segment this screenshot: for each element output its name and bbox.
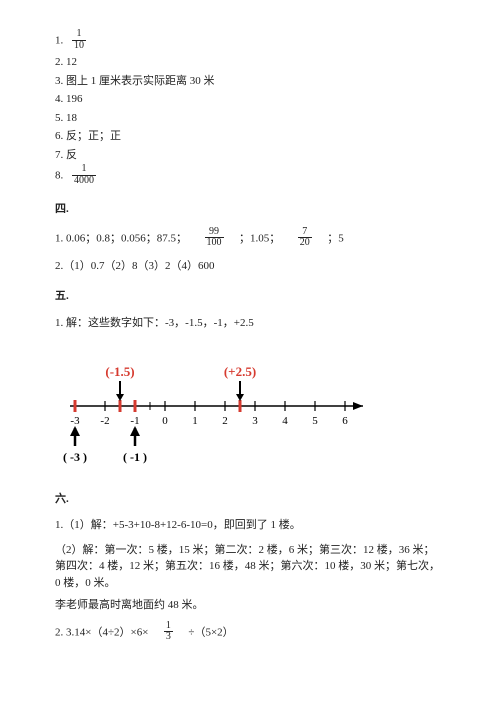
- section-four-title: 四.: [55, 201, 445, 218]
- svg-text:1: 1: [192, 415, 198, 427]
- s6-p4-frac: 13: [164, 621, 173, 643]
- s6-p4-a: 2. 3.14×（4÷2）×6×: [55, 626, 148, 638]
- list-item: 3. 图上 1 厘米表示实际距离 30 米: [55, 73, 445, 90]
- s4-frac2: 720: [298, 227, 312, 249]
- svg-text:6: 6: [342, 415, 348, 427]
- list-item: 5. 18: [55, 110, 445, 127]
- svg-text:5: 5: [312, 415, 318, 427]
- list-item: 8. 14000: [55, 165, 445, 187]
- item-text: 12: [66, 56, 77, 68]
- item-number: 4.: [55, 93, 63, 105]
- s4-l1-a: 1. 0.06；0.8；0.056；87.5；: [55, 232, 187, 244]
- s5-line1: 1. 解：这些数字如下：-3，-1.5，-1，+2.5: [55, 315, 445, 332]
- svg-text:( -3 ): ( -3 ): [63, 450, 87, 464]
- item-text: 反: [66, 149, 77, 161]
- item-text: 196: [66, 93, 83, 105]
- list-item: 7. 反: [55, 147, 445, 164]
- item-fraction: 14000: [72, 164, 96, 186]
- svg-text:4: 4: [282, 415, 288, 427]
- s4-l1-b: ；1.05；: [239, 232, 280, 244]
- svg-text:-3: -3: [70, 415, 80, 427]
- list-item: 2. 12: [55, 54, 445, 71]
- section-one: 1. 1102. 123. 图上 1 厘米表示实际距离 30 米4. 1965.…: [55, 30, 445, 187]
- svg-text:2: 2: [222, 415, 228, 427]
- section-six-title: 六.: [55, 491, 445, 508]
- s4-frac1: 99100: [205, 227, 224, 249]
- svg-text:-1: -1: [130, 415, 139, 427]
- item-number: 7.: [55, 149, 63, 161]
- s4-line1: 1. 0.06；0.8；0.056；87.5； 99100 ；1.05； 720…: [55, 228, 445, 250]
- svg-text:(+2.5): (+2.5): [224, 364, 256, 379]
- svg-text:(-1.5): (-1.5): [105, 364, 134, 379]
- s6-p4: 2. 3.14×（4÷2）×6× 13 ÷（5×2）: [55, 622, 445, 644]
- item-number: 5.: [55, 112, 63, 124]
- s6-p1: 1.（1）解：+5-3+10-8+12-6-10=0，即回到了 1 楼。: [55, 517, 445, 534]
- list-item: 1. 110: [55, 30, 445, 52]
- list-item: 6. 反；正；正: [55, 128, 445, 145]
- item-number: 3.: [55, 75, 63, 87]
- section-five-title: 五.: [55, 288, 445, 305]
- item-text: 图上 1 厘米表示实际距离 30 米: [66, 75, 215, 87]
- item-number: 2.: [55, 56, 63, 68]
- s6-p4-b: ÷（5×2）: [188, 626, 233, 638]
- item-number: 8.: [55, 170, 63, 182]
- s4-line2: 2.（1）0.7（2）8（3）2（4）600: [55, 258, 445, 275]
- page-root: 1. 1102. 123. 图上 1 厘米表示实际距离 30 米4. 1965.…: [0, 0, 500, 666]
- number-line-svg: -3 -2 -1 0 1 2 3 4 5 6 (-1.5) (+2.5) ( -3 ) ( -1 ): [55, 351, 415, 471]
- item-fraction: 110: [72, 29, 86, 51]
- svg-text:0: 0: [162, 415, 168, 427]
- s6-p2: （2）解：第一次：5 楼，15 米；第二次：2 楼，6 米；第三次：12 楼，3…: [55, 542, 445, 592]
- s6-p3: 李老师最高时离地面约 48 米。: [55, 597, 445, 614]
- item-text: 反；正；正: [66, 130, 121, 142]
- s4-l1-c: ；5: [327, 232, 344, 244]
- list-item: 4. 196: [55, 91, 445, 108]
- svg-text:3: 3: [252, 415, 258, 427]
- svg-text:-2: -2: [100, 415, 109, 427]
- item-number: 6.: [55, 130, 63, 142]
- item-text: 18: [66, 112, 77, 124]
- item-number: 1.: [55, 35, 63, 47]
- svg-text:( -1 ): ( -1 ): [123, 450, 147, 464]
- number-line-chart: -3 -2 -1 0 1 2 3 4 5 6 (-1.5) (+2.5) ( -3 ) ( -1 ): [55, 351, 445, 477]
